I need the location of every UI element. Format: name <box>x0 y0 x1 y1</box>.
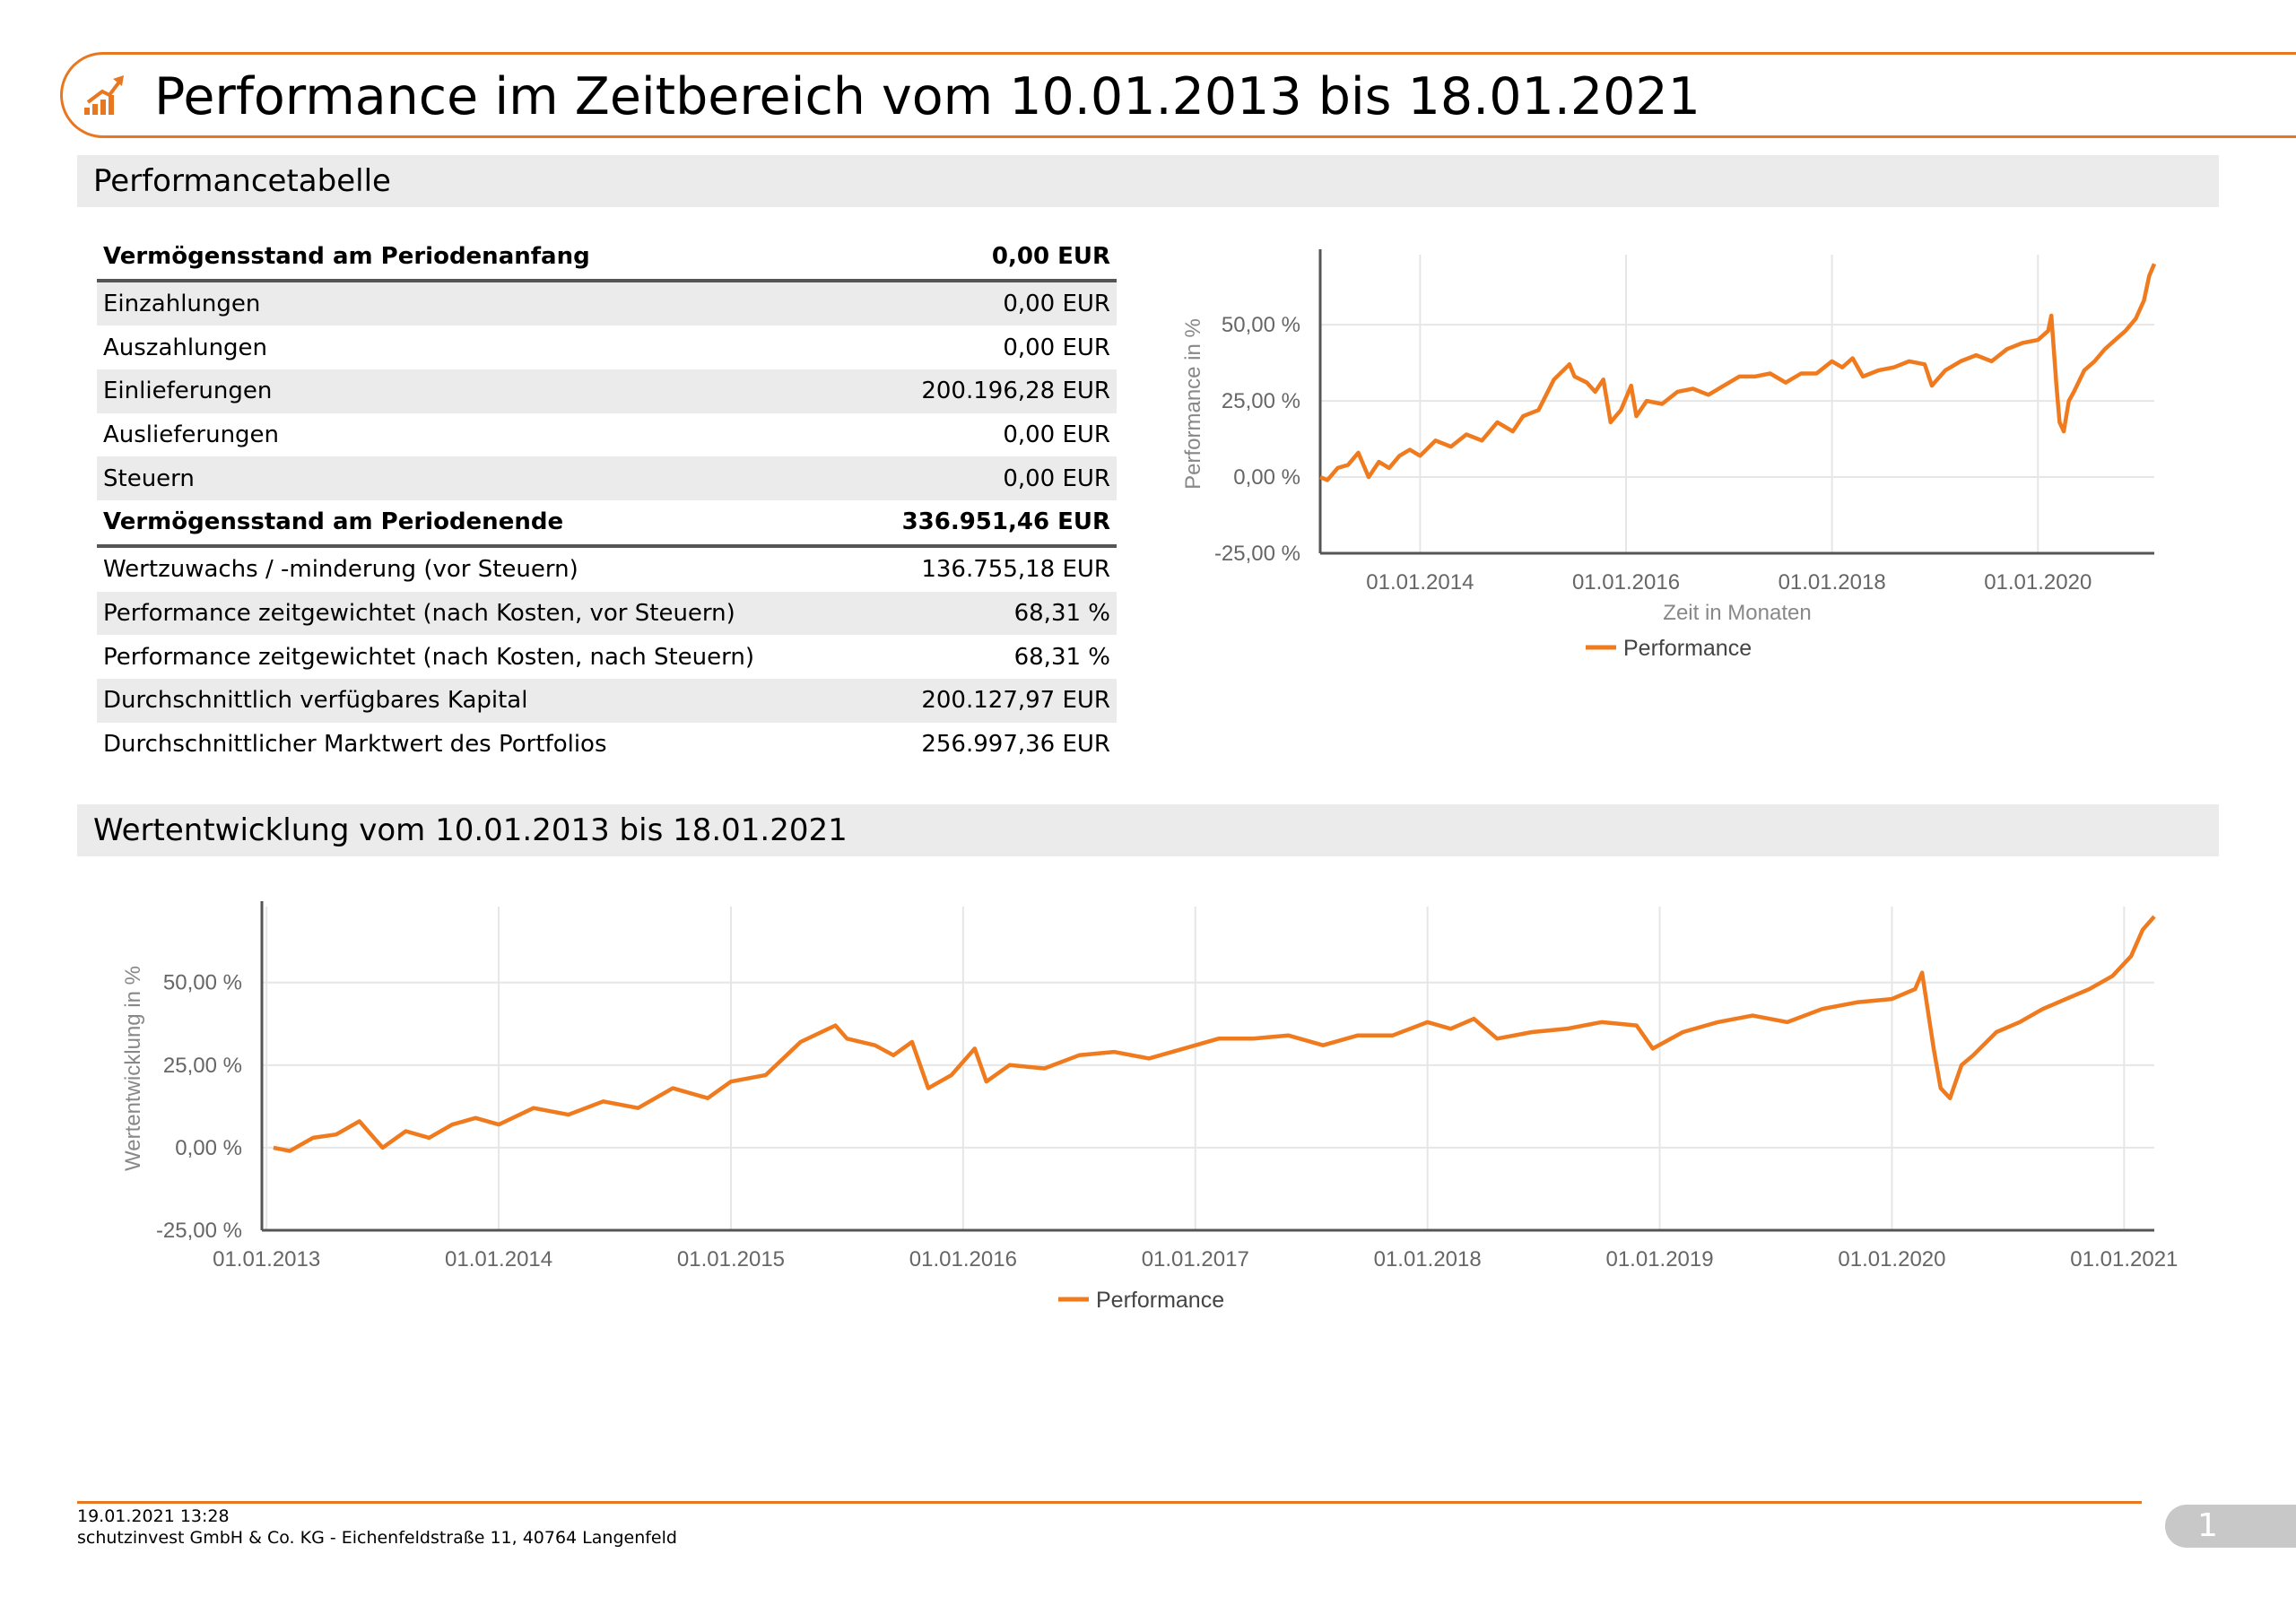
page-number: 1 <box>2165 1505 2296 1548</box>
y-axis-title: Wertentwicklung in % <box>121 966 145 1171</box>
section-header-table: Performancetabelle <box>77 155 2219 207</box>
row-label: Auszahlungen <box>103 334 268 361</box>
y-tick-label: 25,00 % <box>163 1054 242 1078</box>
row-label: Vermögensstand am Periodenanfang <box>97 235 862 282</box>
y-tick-label: 50,00 % <box>163 971 242 995</box>
table-row: Durchschnittlicher Marktwert des Portfol… <box>97 723 1117 767</box>
table-row: Durchschnittlich verfügbares Kapital 200.… <box>97 678 1117 723</box>
row-label: Steuern <box>97 456 862 501</box>
series-line-performance <box>1319 263 2157 482</box>
row-value: 256.997,36 EUR <box>921 730 1110 758</box>
y-tick-label: -25,00 % <box>1214 542 1300 566</box>
row-value: 136.755,18 EUR <box>921 556 1110 584</box>
row-value: 0,00 EUR <box>1003 334 1110 361</box>
row-label: Auslieferungen <box>103 421 280 449</box>
x-tick-label: 01.01.2017 <box>1142 1247 1249 1271</box>
performance-table: Vermögensstand am Periodenanfang 0,00 EUR… <box>97 235 1117 766</box>
x-tick-label: 01.01.2016 <box>909 1247 1017 1271</box>
row-value: 0,00 EUR <box>861 235 1117 282</box>
x-tick-label: 01.01.2018 <box>1374 1247 1482 1271</box>
x-tick-label: 01.01.2014 <box>445 1247 552 1271</box>
row-value: 0,00 EUR <box>1003 421 1110 449</box>
y-tick-label: 50,00 % <box>1222 313 1300 337</box>
row-label: Einlieferungen <box>97 369 862 413</box>
footer-timestamp: 19.01.2021 13:28 <box>77 1506 230 1526</box>
table-row: Steuern 0,00 EUR <box>97 456 1117 501</box>
y-tick-label: -25,00 % <box>156 1219 242 1243</box>
row-label: Performance zeitgewichtet (nach Kosten, … <box>103 643 754 671</box>
table-row: Auszahlungen 0,00 EUR <box>97 325 1117 369</box>
x-tick-label: 01.01.2020 <box>1984 570 2092 595</box>
y-axis-title: Performance in % <box>1181 318 1205 490</box>
x-tick-label: 01.01.2015 <box>677 1247 785 1271</box>
legend-label: Performance <box>1623 636 1752 661</box>
row-value: 68,31 % <box>1013 643 1110 671</box>
table-row: Einzahlungen 0,00 EUR <box>97 280 1117 326</box>
page-title: Performance im Zeitbereich vom 10.01.201… <box>154 67 1700 126</box>
row-value: 200.196,28 EUR <box>861 369 1117 413</box>
table-row: Einlieferungen 200.196,28 EUR <box>97 369 1117 413</box>
row-value: 0,00 EUR <box>861 280 1117 326</box>
y-tick-label: 25,00 % <box>1222 389 1300 413</box>
performance-chart-small: 01.01.2014 01.01.2016 01.01.2018 01.01.2020… <box>1181 249 2157 661</box>
row-value: 200.127,97 EUR <box>861 678 1117 723</box>
row-value: 336.951,46 EUR <box>861 500 1117 548</box>
x-tick-label: 01.01.2014 <box>1366 570 1474 595</box>
row-value: 0,00 EUR <box>861 456 1117 501</box>
x-tick-label: 01.01.2019 <box>1605 1247 1713 1271</box>
row-label: Durchschnittlicher Marktwert des Portfol… <box>103 730 607 758</box>
row-label: Durchschnittlich verfügbares Kapital <box>97 678 862 723</box>
x-axis-title: Zeit in Monaten <box>1663 601 1811 625</box>
table-row: Wertzuwachs / -minderung (vor Steuern) 13… <box>97 546 1117 592</box>
series-line-performance <box>273 915 2156 1153</box>
footer-company: schutzinvest GmbH & Co. KG - Eichenfelds… <box>77 1528 677 1548</box>
row-value: 68,31 % <box>861 591 1117 636</box>
title-bar <box>60 52 2296 138</box>
legend-label: Performance <box>1096 1288 1224 1313</box>
table-row: Vermögensstand am Periodenende 336.951,46… <box>97 500 1117 548</box>
section-header-chart: Wertentwicklung vom 10.01.2013 bis 18.01… <box>77 804 2219 856</box>
row-label: Wertzuwachs / -minderung (vor Steuern) <box>103 556 578 584</box>
table-row: Auslieferungen 0,00 EUR <box>97 413 1117 457</box>
performance-chart-large: 01.01.2013 01.01.2014 01.01.2015 01.01.2016… <box>121 901 2178 1313</box>
x-tick-label: 01.01.2021 <box>2070 1247 2178 1271</box>
table-row: Performance zeitgewichtet (nach Kosten, … <box>97 591 1117 636</box>
y-tick-label: 0,00 % <box>175 1136 242 1160</box>
x-tick-label: 01.01.2016 <box>1572 570 1680 595</box>
footer-divider <box>77 1501 2142 1504</box>
x-tick-label: 01.01.2013 <box>213 1247 320 1271</box>
x-tick-label: 01.01.2018 <box>1779 570 1886 595</box>
row-label: Vermögensstand am Periodenende <box>97 500 862 548</box>
table-row: Performance zeitgewichtet (nach Kosten, … <box>97 635 1117 679</box>
row-label: Einzahlungen <box>97 280 862 326</box>
growth-chart-icon <box>84 75 124 115</box>
y-tick-label: 0,00 % <box>1233 465 1300 490</box>
table-row: Vermögensstand am Periodenanfang 0,00 EUR <box>97 235 1117 282</box>
x-tick-label: 01.01.2020 <box>1838 1247 1945 1271</box>
row-label: Performance zeitgewichtet (nach Kosten, … <box>97 591 862 636</box>
